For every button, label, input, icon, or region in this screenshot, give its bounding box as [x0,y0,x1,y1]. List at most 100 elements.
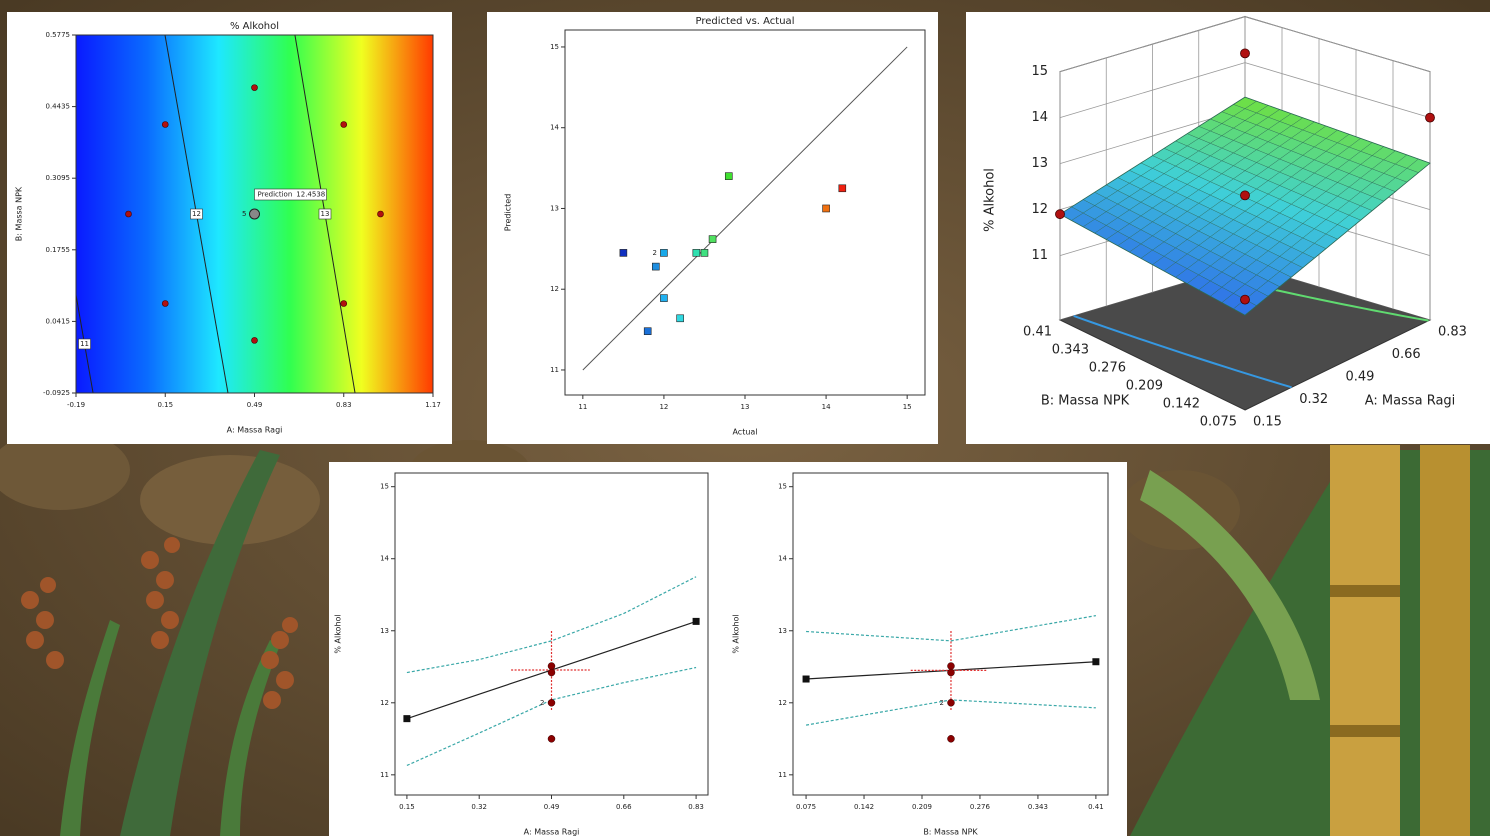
y-axis-label: % Alkohol [732,614,741,653]
x-axis-label: Actual [732,428,757,437]
y-tick-label: 15 [380,483,389,491]
y-tick-label: 15 [778,483,787,491]
x-tick-label: 0.142 [854,803,874,811]
x-tick-label: 0.83 [1438,325,1467,340]
y-axis-label: B: Massa NPK [1041,394,1130,409]
z-tick-label: 15 [1031,64,1048,79]
design-point [1426,113,1435,122]
x-tick-label: 11 [578,403,587,411]
prediction-point [250,209,260,219]
design-point [252,85,258,91]
z-tick-label: 11 [1031,248,1048,263]
y-tick-label: 0.1755 [46,246,71,254]
design-point [252,337,258,343]
x-tick-label: 14 [822,403,831,411]
y-tick-label: 0.0415 [46,317,71,325]
stage: 1112135Prediction12.4538-0.190.150.490.8… [0,0,1490,836]
x-tick-label: 0.41 [1088,803,1104,811]
end-marker [1092,658,1099,665]
y-axis-label: B: Massa NPK [15,186,24,241]
x-tick-label: 0.075 [796,803,816,811]
data-point [725,173,732,180]
y-tick-label: 14 [550,124,559,132]
data-point [693,249,700,256]
contour-label: 13 [321,210,330,218]
x-tick-label: 0.49 [1346,370,1375,385]
design-point [1241,191,1250,200]
x-tick-label: 0.15 [399,803,415,811]
x-tick-label: 0.15 [1253,415,1282,430]
prediction-name: Prediction [258,191,293,199]
data-point [701,249,708,256]
x-tick-label: 1.17 [425,401,441,409]
x-tick-label: 0.66 [1392,347,1421,362]
design-point [1241,295,1250,304]
point-count: 2 [940,699,944,707]
data-point [823,205,830,212]
x-tick-label: 0.32 [1299,392,1328,407]
design-point [548,663,555,670]
x-tick-label: 0.49 [544,803,560,811]
design-point [378,211,384,217]
y-tick-label: 11 [550,366,559,374]
y-axis-label: Predicted [504,194,513,232]
design-point [947,699,954,706]
x-tick-label: 12 [659,403,668,411]
z-tick-label: 13 [1031,156,1048,171]
design-point [548,699,555,706]
y-tick-label: 0.142 [1163,397,1200,412]
z-axis-label: % Alkohol [983,168,998,232]
y-tick-label: 13 [550,204,559,212]
design-point [126,211,132,217]
design-point [341,301,347,307]
x-tick-label: 0.276 [970,803,991,811]
y-tick-label: 0.209 [1126,379,1163,394]
x-axis-label: A: Massa Ragi [1365,394,1456,409]
x-tick-label: 0.83 [688,803,704,811]
design-point [1241,49,1250,58]
x-tick-label: 0.32 [471,803,487,811]
design-point [548,735,555,742]
y-tick-label: 14 [380,555,389,563]
prediction-value: 12.4538 [296,191,325,199]
x-axis-label: A: Massa Ragi [524,828,580,836]
y-tick-label: 13 [778,627,787,635]
y-tick-label: -0.0925 [43,389,70,397]
y-tick-label: 15 [550,43,559,51]
contour-label: 12 [192,210,201,218]
contour-label: 11 [80,340,89,348]
design-point [947,663,954,670]
z-tick-label: 12 [1031,202,1048,217]
data-point [644,328,651,335]
y-tick-label: 11 [380,771,389,779]
design-point [341,122,347,128]
design-point [947,735,954,742]
y-tick-label: 0.343 [1052,343,1089,358]
y-tick-label: 0.41 [1023,325,1052,340]
design-point [162,122,168,128]
data-point [660,249,667,256]
x-tick-label: 0.49 [247,401,263,409]
page: {"chart_data": [ {"type": "contour", "ti… [0,0,1490,836]
x-tick-label: 0.83 [336,401,352,409]
design-point [947,669,954,676]
y-tick-label: 14 [778,555,787,563]
data-point [660,295,667,302]
x-tick-label: -0.19 [67,401,85,409]
x-tick-label: 0.209 [912,803,932,811]
x-tick-label: 0.15 [157,401,173,409]
y-tick-label: 0.3095 [46,174,71,182]
point-count: 2 [540,699,544,707]
y-tick-label: 0.075 [1200,415,1237,430]
x-tick-label: 15 [903,403,912,411]
design-point [1056,210,1065,219]
data-point [620,249,627,256]
design-point [162,301,168,307]
y-tick-label: 13 [380,627,389,635]
chart-title: Predicted vs. Actual [696,16,795,27]
y-tick-label: 12 [778,699,787,707]
x-tick-label: 13 [741,403,750,411]
data-point [709,236,716,243]
z-tick-label: 14 [1031,110,1048,125]
